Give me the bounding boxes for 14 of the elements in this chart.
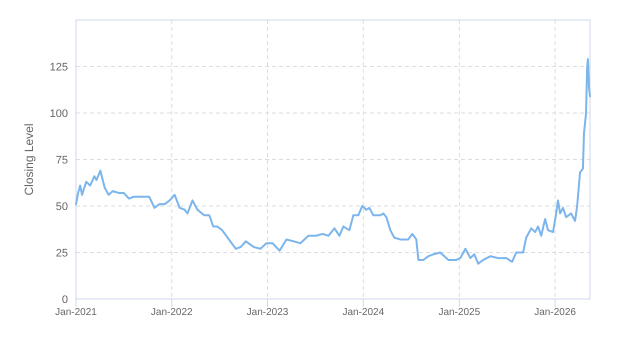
line-series — [75, 58, 591, 265]
y-axis-title: Closing Level — [22, 123, 36, 196]
y-tick-label: 100 — [50, 108, 68, 120]
y-tick-label: 0 — [62, 294, 68, 306]
y-tick-label: 50 — [56, 200, 68, 213]
x-tick-label: Jan-2026 — [534, 307, 576, 318]
y-tick-label: 125 — [50, 61, 68, 74]
x-tick-label: Jan-2022 — [150, 307, 194, 318]
x-tick-label: Jan-2023 — [246, 307, 289, 318]
x-tick-label: Jan-2024 — [342, 307, 385, 318]
x-tick-label: Jan-2021 — [55, 307, 98, 318]
x-tick-label: Jan-2025 — [438, 307, 481, 318]
y-tick-label: 25 — [56, 247, 68, 260]
y-tick-label: 75 — [56, 154, 68, 166]
